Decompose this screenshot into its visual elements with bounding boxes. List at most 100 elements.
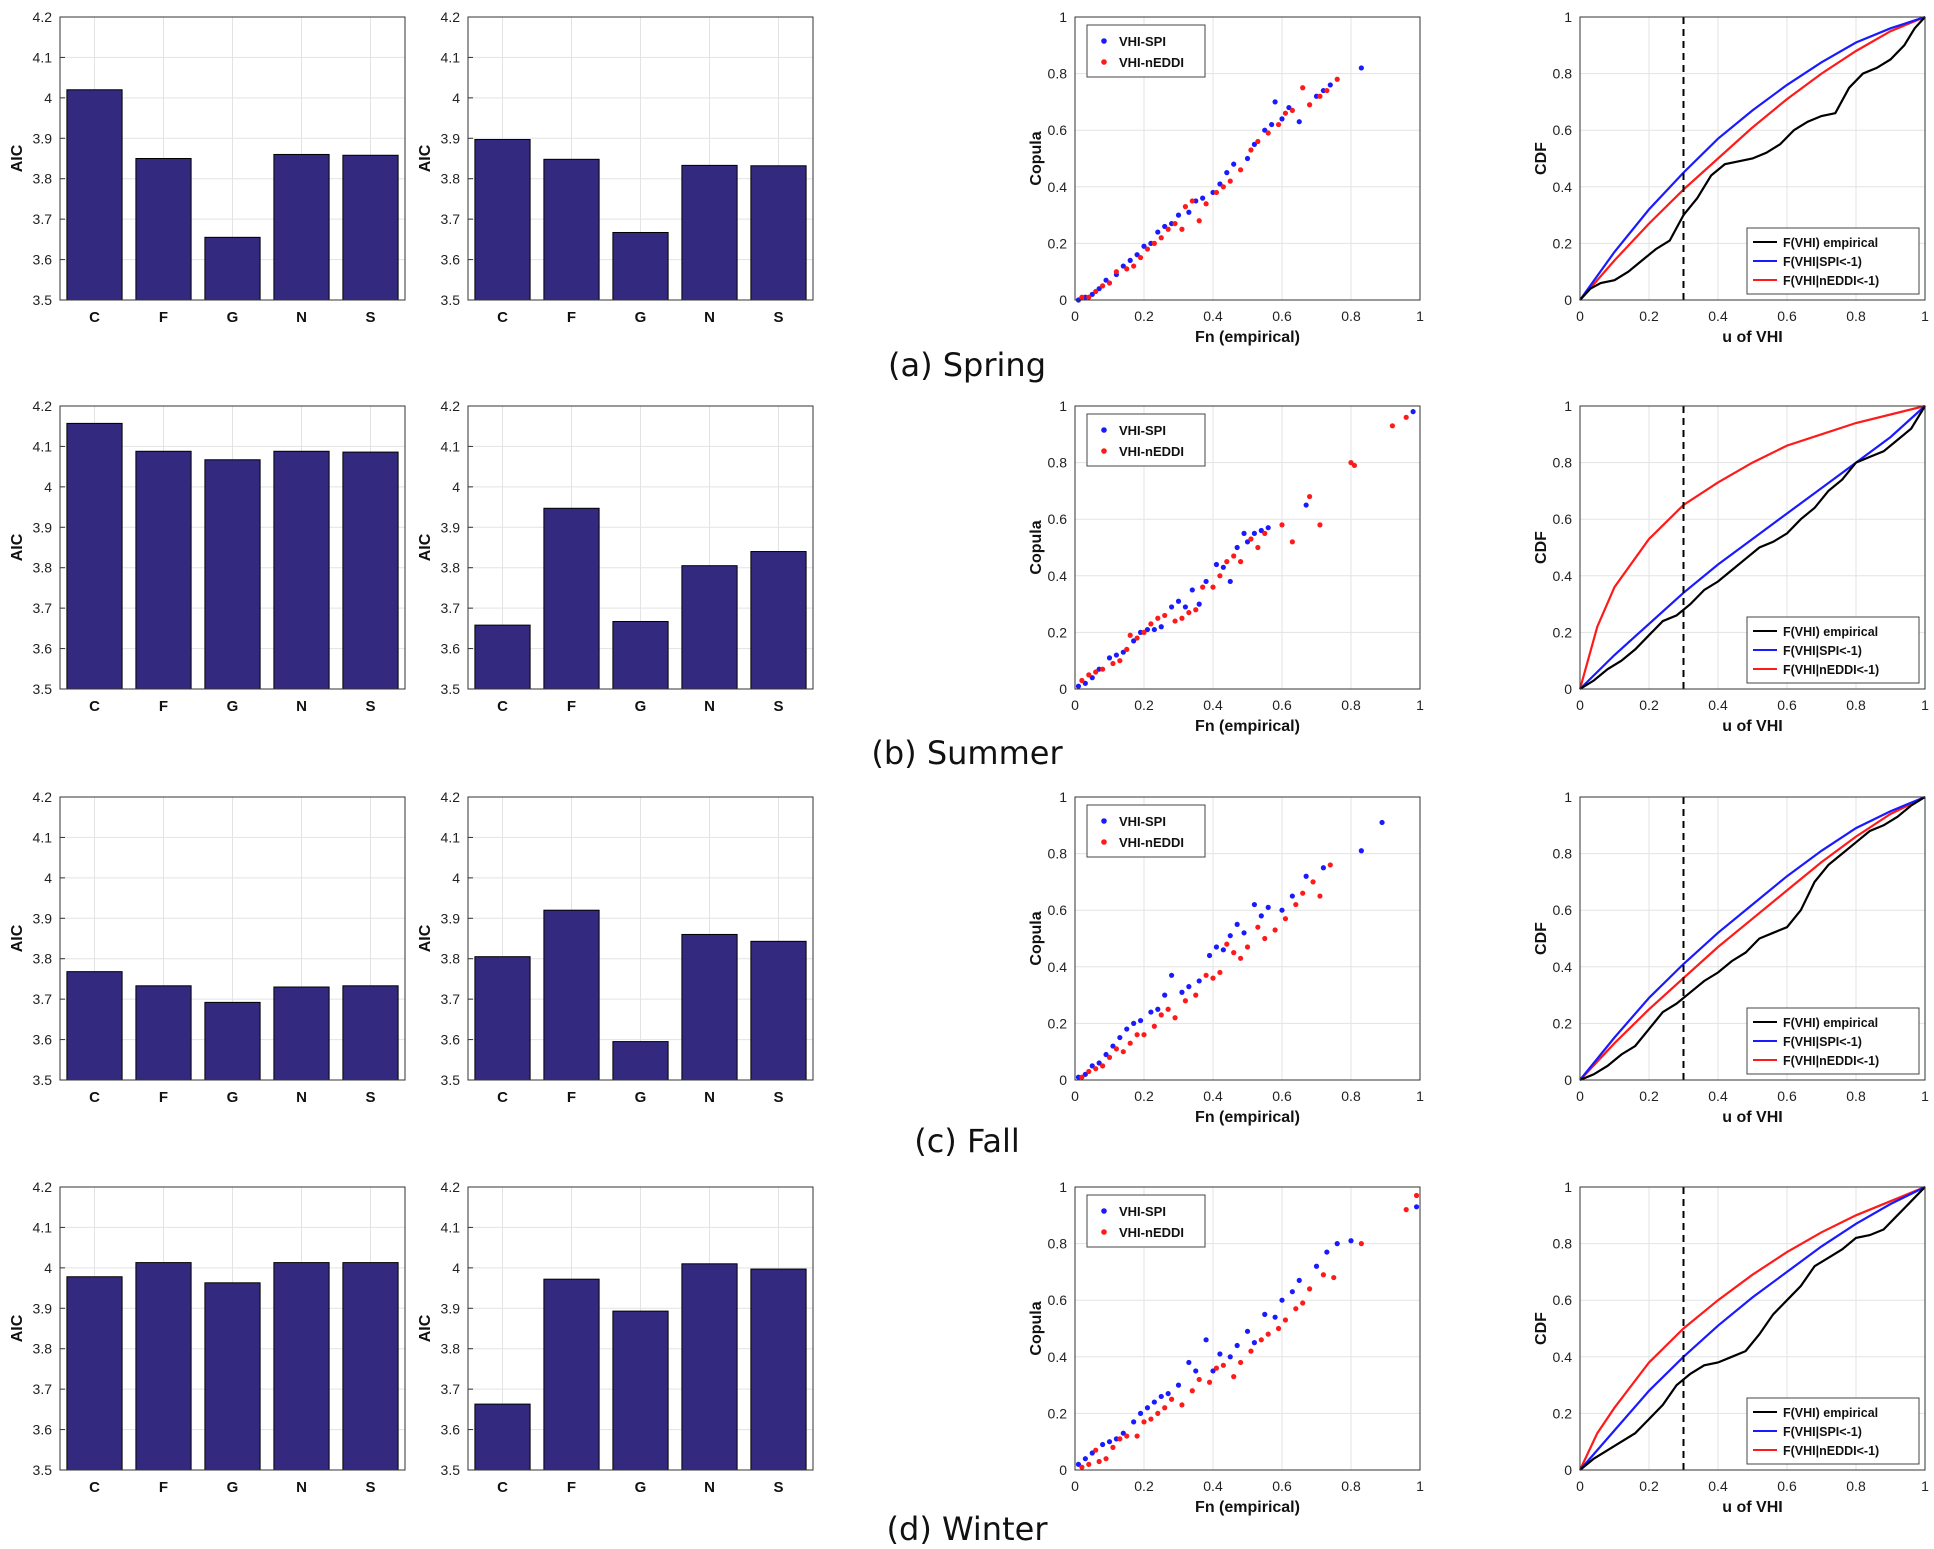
y-tick-label: 1 xyxy=(1059,1179,1067,1195)
point-VHI-SPI xyxy=(1313,1263,1320,1269)
point-VHI-nEDDI xyxy=(1317,522,1323,528)
x-tick-label: 1 xyxy=(1416,1088,1424,1104)
y-tick-label: 3.7 xyxy=(33,1381,53,1397)
legend-label: F(VHI|nEDDI<-1) xyxy=(1783,1444,1879,1458)
x-tick-label: 0.6 xyxy=(1777,697,1797,713)
point-VHI-nEDDI xyxy=(1193,992,1199,998)
axes-frame xyxy=(467,16,814,301)
point-VHI-SPI xyxy=(1134,252,1140,258)
point-VHI-nEDDI xyxy=(1100,666,1106,672)
bar-C xyxy=(474,1403,531,1471)
x-tick-label-C: C xyxy=(89,309,100,326)
point-VHI-SPI xyxy=(1206,952,1213,959)
x-tick-label: 0.2 xyxy=(1639,1478,1659,1494)
point-VHI-SPI xyxy=(1217,1351,1223,1357)
y-tick-label: 3.7 xyxy=(33,211,53,227)
y-tick-label: 4 xyxy=(44,479,52,495)
point-VHI-SPI xyxy=(1303,873,1309,879)
point-VHI-nEDDI xyxy=(1275,1325,1282,1332)
chart-winter-cdf: 00 0.2 0.2 0.4 0.4 0.6 0.6 0.8 0.8 1 1 u of VHI CDF F… xyxy=(1533,1179,1929,1516)
legend-label: F(VHI) empirical xyxy=(1783,625,1878,639)
line-F(VHI|nEDDI<-1) xyxy=(1579,796,1926,1081)
bar-F xyxy=(135,1262,192,1471)
y-tick-label: 3.9 xyxy=(33,910,53,926)
point-VHI-nEDDI xyxy=(1348,460,1354,466)
legend-marker-VHI-SPI xyxy=(1101,38,1107,44)
y-tick-label: 0.2 xyxy=(1553,235,1573,251)
point-VHI-SPI xyxy=(1227,578,1233,585)
x-tick-label: 0.8 xyxy=(1846,697,1866,713)
y-tick-label: 0.2 xyxy=(1553,1015,1573,1031)
y-tick-label: 0.8 xyxy=(1553,66,1573,82)
point-VHI-nEDDI xyxy=(1179,1402,1185,1408)
point-VHI-SPI xyxy=(1410,409,1416,415)
legend-label: VHI-nEDDI xyxy=(1119,835,1184,850)
point-VHI-nEDDI xyxy=(1093,1066,1099,1072)
chart-summer-aic-2: 3.5 3.6 3.7 3.8 3.9 4 4.1 4.2 C F G N S AIC xyxy=(417,398,814,715)
chart-spring-aic-1: 3.5 3.6 3.7 3.8 3.9 4 4.1 4.2 C F G N S AIC xyxy=(9,9,406,326)
point-VHI-nEDDI xyxy=(1103,1456,1109,1462)
y-tick-label: 4.1 xyxy=(33,49,53,65)
x-tick-label: 0.6 xyxy=(1272,1478,1292,1494)
point-VHI-nEDDI xyxy=(1262,935,1268,942)
point-VHI-SPI xyxy=(1289,1289,1295,1295)
y-tick-label: 4.1 xyxy=(441,1219,461,1235)
point-VHI-nEDDI xyxy=(1172,618,1178,624)
point-VHI-nEDDI xyxy=(1151,1023,1157,1029)
x-tick-label: 0.8 xyxy=(1846,1088,1866,1104)
y-tick-label: 1 xyxy=(1059,9,1067,25)
point-VHI-nEDDI xyxy=(1282,110,1289,116)
legend-label: VHI-SPI xyxy=(1119,34,1166,49)
y-tick-label: 0.4 xyxy=(1048,568,1068,584)
y-axis-label: CDF xyxy=(1533,922,1550,955)
x-tick-label-C: C xyxy=(89,1089,100,1106)
y-tick-label: 0.8 xyxy=(1048,1236,1068,1252)
x-tick-label-N: N xyxy=(704,1479,715,1496)
point-VHI-nEDDI xyxy=(1100,283,1106,289)
point-VHI-nEDDI xyxy=(1127,1040,1133,1046)
point-VHI-SPI xyxy=(1131,638,1137,644)
point-VHI-SPI xyxy=(1110,1043,1116,1049)
bar-C xyxy=(66,422,123,690)
x-tick-label-S: S xyxy=(365,1089,375,1106)
point-VHI-nEDDI xyxy=(1307,493,1313,500)
line-F(VHI|nEDDI<-1) xyxy=(1578,404,1926,690)
point-VHI-nEDDI xyxy=(1134,1433,1140,1439)
point-VHI-nEDDI xyxy=(1289,107,1295,113)
bar-G xyxy=(204,1001,261,1081)
x-tick-label-G: G xyxy=(227,1479,239,1496)
point-VHI-nEDDI xyxy=(1272,927,1278,933)
y-tick-label: 3.6 xyxy=(441,1422,461,1438)
axes-frame xyxy=(1074,16,1421,301)
point-VHI-nEDDI xyxy=(1079,677,1085,684)
x-tick-label-C: C xyxy=(497,1089,508,1106)
point-VHI-nEDDI xyxy=(1307,1286,1313,1292)
y-tick-label: 0.4 xyxy=(1553,959,1573,975)
x-tick-label: 0.8 xyxy=(1846,1478,1866,1494)
y-axis-label: Copula xyxy=(1028,911,1045,965)
axes-frame xyxy=(467,405,814,690)
point-VHI-SPI xyxy=(1165,1390,1171,1397)
point-VHI-SPI xyxy=(1158,1393,1164,1400)
x-tick-label-N: N xyxy=(704,1089,715,1106)
point-VHI-nEDDI xyxy=(1231,1374,1237,1380)
x-tick-label: 0.4 xyxy=(1708,697,1728,713)
point-VHI-nEDDI xyxy=(1127,632,1133,638)
y-tick-label: 4 xyxy=(44,1260,52,1276)
x-tick-label: 0.4 xyxy=(1708,308,1728,324)
x-axis-label: u of VHI xyxy=(1722,718,1782,735)
point-VHI-SPI xyxy=(1286,104,1292,111)
point-VHI-SPI xyxy=(1103,1051,1109,1058)
legend-marker-VHI-nEDDI xyxy=(1101,1229,1107,1235)
x-tick-label-F: F xyxy=(567,1479,576,1496)
x-tick-label-F: F xyxy=(159,1479,168,1496)
point-VHI-SPI xyxy=(1262,127,1268,133)
point-VHI-nEDDI xyxy=(1086,1068,1092,1075)
y-tick-label: 0.6 xyxy=(1048,122,1068,138)
y-tick-label: 0.2 xyxy=(1048,624,1068,640)
x-tick-label-C: C xyxy=(497,698,508,715)
point-VHI-SPI xyxy=(1144,626,1151,633)
bar-S xyxy=(750,1268,807,1471)
line-F(VHI) empirical xyxy=(1579,1186,1926,1471)
x-tick-label-G: G xyxy=(635,309,647,326)
